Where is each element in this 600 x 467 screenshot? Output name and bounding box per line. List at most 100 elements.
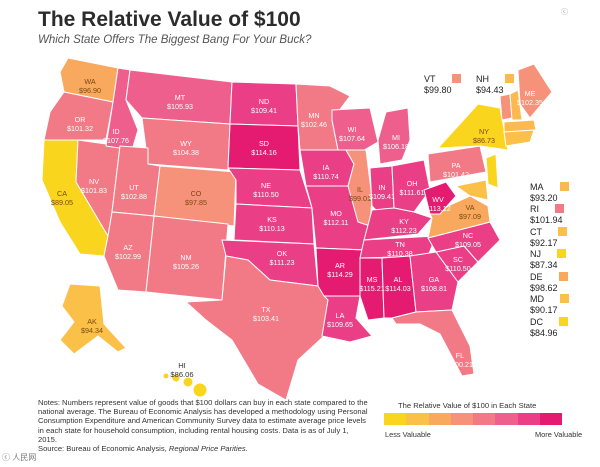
state-value-VA: $97.09 [459,212,481,221]
state-OH[interactable] [391,159,431,213]
side-state-RI: RI $101.94 [530,204,564,226]
state-abbr-IL: IL [357,185,363,194]
page-subtitle: Which State Offers The Biggest Bang For … [38,34,312,46]
state-abbr-PA: PA [451,161,460,170]
state-DE-MD[interactable] [455,179,489,201]
state-MS[interactable] [359,257,385,321]
state-abbr-MT: MT [175,93,186,102]
side-state-DE: DE $98.62 [530,272,568,294]
legend-gradient [384,413,562,425]
state-value-FL: $100.21 [447,360,473,369]
side-state-swatch [557,249,566,258]
state-MI[interactable] [377,107,411,165]
state-abbr-MO: MO [330,209,342,218]
state-value-ME: $102.35 [517,98,543,107]
state-value-MI: $106.18 [383,142,409,151]
state-value-OR: $101.32 [67,124,93,133]
state-MA[interactable] [503,119,537,133]
state-value-NC: $109.05 [455,240,481,249]
state-abbr-SC: SC [453,255,463,264]
state-abbr-WY: WY [180,139,192,148]
state-IL[interactable] [345,149,373,227]
side-state-value: $99.80 [424,85,452,95]
side-state-NH: NH $94.43 [476,74,514,96]
state-value-AZ: $102.99 [115,252,141,261]
state-abbr-VA: VA [465,203,474,212]
side-state-VT: VT $99.80 [424,74,461,96]
state-CO[interactable] [153,165,237,227]
state-value-IA: $110.74 [313,172,338,181]
side-state-abbr: RI [530,204,539,214]
state-GA[interactable] [409,251,459,313]
state-abbr-ME: ME [525,89,536,98]
state-abbr-MS: MS [367,275,378,284]
side-state-swatch [558,272,568,281]
state-LA[interactable] [321,295,373,343]
state-value-CO: $97.85 [185,198,207,207]
state-value-SC: $110.50 [445,264,470,273]
state-value-NV: $101.83 [81,186,107,195]
state-KY[interactable] [363,207,433,241]
state-PA[interactable] [427,145,487,183]
state-abbr-UT: UT [129,183,139,192]
notes-block: Notes: Numbers represent value of goods … [38,398,368,453]
state-abbr-HI: HI [178,361,186,370]
state-abbr-WI: WI [348,125,357,134]
state-abbr-ID: ID [112,127,119,136]
state-value-MN: $102.46 [301,120,327,129]
legend-title: The Relative Value of $100 in Each State [398,401,537,410]
side-state-MA: MA $93.20 [530,182,569,204]
side-state-value: $101.94 [530,215,563,225]
state-abbr-WA: WA [84,77,96,86]
state-abbr-MI: MI [392,133,400,142]
state-abbr-KY: KY [399,217,409,226]
source-prefix: Source: Bureau of Economic Analysis, [38,444,169,454]
state-value-LA: $109.65 [327,320,353,329]
side-state-value: $87.34 [530,260,558,270]
side-state-abbr: NJ [530,249,541,259]
side-state-swatch [559,182,569,191]
state-abbr-IN: IN [378,183,385,192]
state-WV[interactable] [423,181,457,215]
state-abbr-FL: FL [456,351,464,360]
side-state-MD: MD $90.17 [530,294,569,316]
state-value-OK: $111.23 [270,258,295,267]
state-value-ID: $107.76 [103,136,129,145]
state-abbr-NM: NM [180,253,191,262]
legend-swatch-3 [450,413,473,425]
side-state-abbr: MD [530,294,544,304]
state-value-OH: $111.61 [400,188,425,197]
state-NH[interactable] [509,89,523,121]
state-ME[interactable] [517,63,553,119]
side-state-abbr: MA [530,182,544,192]
state-abbr-AL: AL [394,275,403,284]
notes-text: Notes: Numbers represent value of goods … [38,398,368,444]
side-state-swatch [555,204,564,213]
state-TX[interactable] [185,255,329,401]
state-value-MS: $115.21 [359,284,384,293]
state-value-NM: $105.26 [173,262,199,271]
state-abbr-OR: OR [75,115,86,124]
state-NJ[interactable] [485,153,499,189]
state-abbr-KS: KS [267,215,277,224]
state-value-NE: $110.50 [253,190,278,199]
state-abbr-ND: ND [259,97,269,106]
state-abbr-CA: CA [57,189,67,198]
page-title: The Relative Value of $100 [38,8,301,31]
state-value-TN: $110.38 [387,249,412,258]
side-state-value: $92.17 [530,238,558,248]
state-abbr-NY: NY [479,127,489,136]
state-HI[interactable] [162,372,208,398]
state-abbr-TN: TN [395,240,405,249]
state-abbr-LA: LA [336,311,345,320]
state-FL[interactable] [391,309,475,377]
state-value-AK: $94.34 [81,326,103,335]
state-abbr-AZ: AZ [123,243,133,252]
state-abbr-IA: IA [323,163,330,172]
state-value-WA: $96.90 [79,86,101,95]
side-state-abbr: VT [424,74,436,84]
state-AK[interactable] [59,283,127,355]
state-value-AR: $114.29 [327,270,352,279]
state-CT-RI[interactable] [503,129,535,147]
